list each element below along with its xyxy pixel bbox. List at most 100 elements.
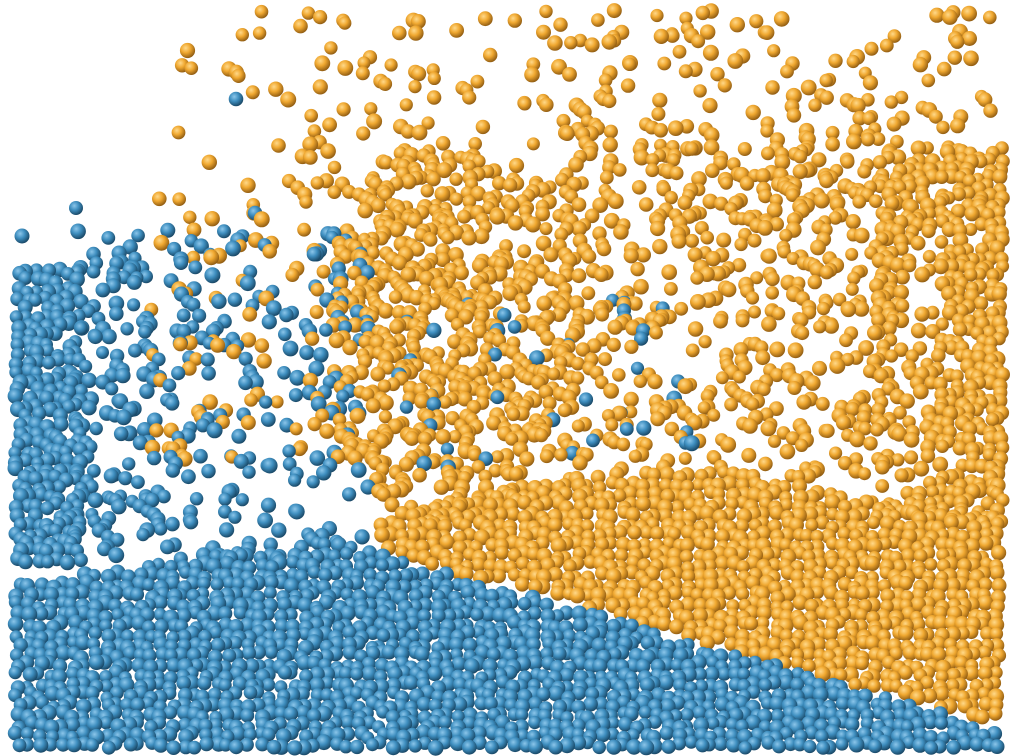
blue-particle: [277, 665, 292, 680]
blue-particle: [770, 709, 785, 723]
orange-particle: [802, 659, 816, 673]
blue-particle: [197, 676, 212, 691]
orange-particle: [687, 247, 703, 263]
orange-particle: [486, 415, 502, 431]
orange-particle: [903, 431, 920, 448]
blue-particle: [989, 739, 1005, 754]
orange-particle: [313, 10, 328, 25]
blue-particle: [640, 635, 655, 651]
blue-particle: [108, 547, 125, 564]
orange-particle: [756, 605, 772, 621]
orange-particle: [592, 197, 609, 214]
orange-particle: [745, 291, 760, 305]
blue-particle: [176, 324, 192, 339]
blue-particle: [661, 739, 676, 754]
orange-particle: [929, 7, 945, 23]
blue-particle: [131, 228, 145, 243]
orange-particle: [646, 153, 660, 167]
orange-particle: [470, 74, 485, 89]
orange-particle: [505, 506, 521, 522]
orange-particle: [664, 282, 678, 296]
orange-particle: [374, 527, 390, 543]
orange-particle: [705, 163, 720, 178]
orange-particle: [256, 353, 272, 369]
orange-particle: [854, 608, 868, 622]
orange-particle: [400, 124, 416, 139]
blue-particle: [66, 737, 82, 753]
blue-particle: [261, 457, 278, 474]
orange-particle: [153, 234, 170, 251]
orange-particle: [737, 142, 752, 156]
blue-particle: [56, 737, 70, 752]
blue-particle: [276, 596, 292, 612]
orange-particle: [420, 184, 434, 198]
orange-particle: [862, 111, 876, 126]
orange-particle: [614, 548, 629, 563]
blue-particle: [7, 460, 24, 477]
orange-particle: [747, 233, 762, 248]
orange-particle: [602, 93, 617, 109]
orange-particle: [502, 178, 518, 193]
orange-particle: [492, 176, 507, 191]
blue-particle: [527, 739, 544, 755]
orange-particle: [678, 451, 692, 465]
blue-particle: [157, 489, 171, 504]
orange-particle: [252, 26, 267, 40]
orange-particle: [700, 24, 716, 40]
orange-particle: [543, 247, 559, 263]
orange-particle: [490, 450, 504, 464]
orange-particle: [301, 6, 316, 20]
orange-particle: [679, 549, 694, 564]
blue-particle: [313, 347, 329, 363]
orange-particle: [625, 507, 641, 523]
orange-particle: [337, 60, 354, 76]
orange-particle: [622, 485, 638, 501]
orange-particle: [849, 431, 866, 448]
blue-particle: [924, 730, 939, 744]
blue-particle: [115, 367, 131, 384]
blue-particle: [299, 345, 315, 361]
blue-particle: [109, 306, 124, 322]
orange-particle: [378, 188, 393, 202]
blue-particle: [659, 726, 674, 741]
orange-particle: [358, 334, 373, 349]
blue-particle: [86, 464, 101, 478]
blue-particle: [165, 516, 180, 532]
blue-particle: [812, 686, 829, 703]
orange-particle: [978, 535, 994, 551]
orange-particle: [825, 136, 840, 152]
orange-particle: [807, 274, 822, 290]
blue-particle: [462, 637, 478, 653]
blue-particle: [340, 715, 355, 730]
orange-particle: [759, 546, 775, 562]
orange-particle: [327, 185, 342, 199]
orange-particle: [635, 496, 651, 512]
orange-particle: [584, 208, 600, 224]
blue-particle: [448, 637, 465, 653]
blue-particle: [18, 554, 33, 570]
orange-particle: [507, 13, 522, 28]
orange-particle: [761, 146, 775, 161]
blue-particle: [233, 453, 249, 469]
orange-particle: [871, 312, 886, 328]
orange-particle: [399, 98, 413, 112]
orange-particle: [299, 195, 313, 209]
orange-particle: [766, 202, 783, 219]
orange-particle: [858, 340, 874, 356]
blue-particle: [440, 442, 454, 456]
orange-particle: [963, 665, 980, 681]
orange-particle: [421, 116, 435, 130]
orange-particle: [721, 282, 737, 298]
orange-particle: [700, 537, 715, 552]
orange-particle: [928, 109, 943, 124]
orange-particle: [244, 393, 258, 407]
orange-particle: [414, 393, 430, 409]
orange-particle: [677, 195, 693, 211]
orange-particle: [550, 537, 567, 554]
orange-particle: [613, 163, 627, 177]
orange-particle: [426, 90, 442, 105]
orange-particle: [645, 163, 660, 178]
orange-particle: [580, 507, 594, 521]
orange-particle: [828, 53, 843, 68]
blue-particle: [7, 725, 23, 741]
